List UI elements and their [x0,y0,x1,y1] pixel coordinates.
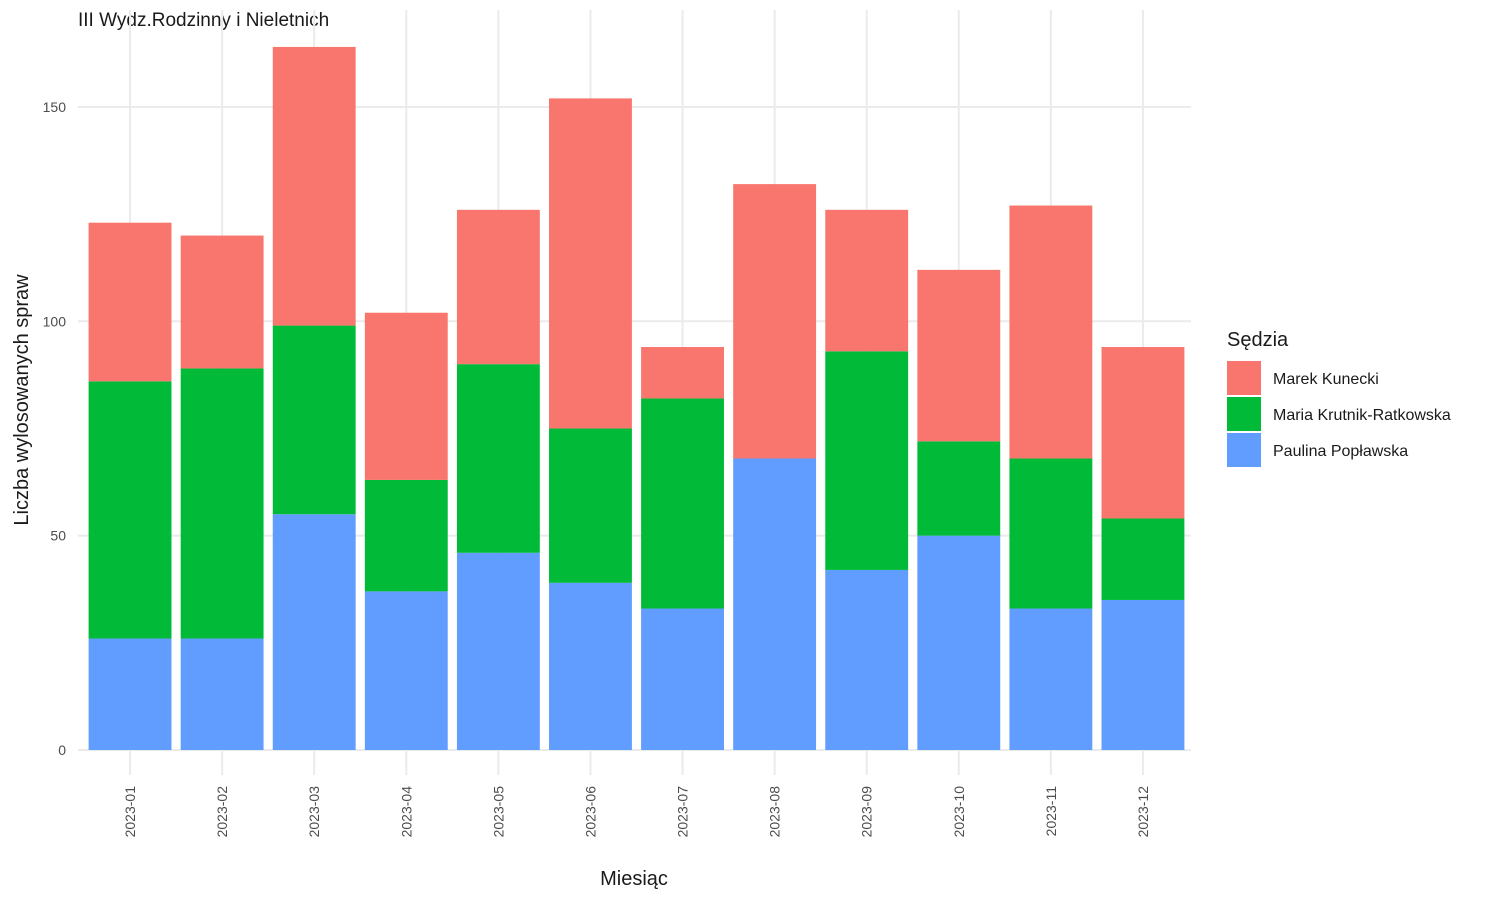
bar-segment [272,46,356,326]
x-tick-label: 2023-12 [1135,786,1151,838]
bar-segment [456,552,540,750]
y-tick-label: 150 [43,99,67,115]
y-tick-label: 100 [43,313,67,329]
y-axis-ticks: 0 50 100 150 [43,99,67,758]
bar-segment [88,638,172,750]
bar-segment [733,458,817,750]
x-tick-label: 2023-02 [214,786,230,838]
legend-label: Maria Krutnik-Ratkowska [1273,407,1451,424]
bar-segment [549,582,632,750]
bar-segment [272,325,356,515]
bar-segment [641,608,724,750]
bar-segment [825,351,909,570]
bar-segment [733,184,817,459]
legend: Sędzia Marek Kunecki Maria Krutnik-Ratkow… [1227,329,1451,467]
x-axis-title: Miesiąc [600,868,668,890]
x-tick-label: 2023-01 [122,786,138,838]
bar-segment [1009,205,1093,459]
chart-title: III Wydz.Rodzinny i Nieletnich [78,10,329,31]
bar-segment [1101,518,1185,600]
bar-segment [364,479,448,592]
bar-segment [1009,608,1093,750]
bar-segment [825,569,909,750]
x-tick-label: 2023-03 [306,786,322,838]
legend-label: Marek Kunecki [1273,371,1379,388]
bar-segment [641,398,724,609]
bar-segment [641,347,724,399]
legend-title: Sędzia [1227,329,1289,351]
bar-segment [456,364,540,553]
bar-segment [88,222,172,382]
y-axis-title: Liczba wylosowanych spraw [11,274,33,526]
x-tick-label: 2023-11 [1043,786,1059,837]
bar-segment [364,312,448,480]
legend-swatch [1227,433,1261,467]
x-axis-ticks: 2023-01 2023-02 2023-03 2023-04 2023-05 2023-… [122,786,1151,838]
legend-label: Paulina Popławska [1273,443,1408,460]
bar-segment [917,441,1001,536]
bar-segment [272,514,356,750]
x-tick-label: 2023-06 [582,786,598,838]
bar-segment [917,269,1001,442]
x-tick-label: 2023-07 [675,786,691,838]
y-tick-label: 0 [58,742,66,758]
bars [88,46,1185,750]
x-tick-label: 2023-10 [951,786,967,838]
x-tick-label: 2023-05 [490,786,506,838]
bar-segment [1101,347,1185,519]
bar-segment [456,209,540,365]
bar-segment [364,591,448,750]
legend-swatch [1227,397,1261,431]
bar-segment [1009,458,1093,609]
y-tick-label: 50 [50,528,66,544]
bar-segment [1101,599,1185,750]
bar-segment [549,98,632,429]
x-tick-label: 2023-08 [767,786,783,838]
bar-segment [180,638,264,750]
x-tick-label: 2023-04 [398,786,414,838]
bar-segment [88,381,172,639]
bar-segment [180,235,264,369]
bar-segment [180,368,264,639]
x-tick-label: 2023-09 [859,786,875,838]
bar-segment [825,209,909,352]
bar-segment [549,428,632,583]
bar-segment [917,535,1001,750]
legend-swatch [1227,361,1261,395]
